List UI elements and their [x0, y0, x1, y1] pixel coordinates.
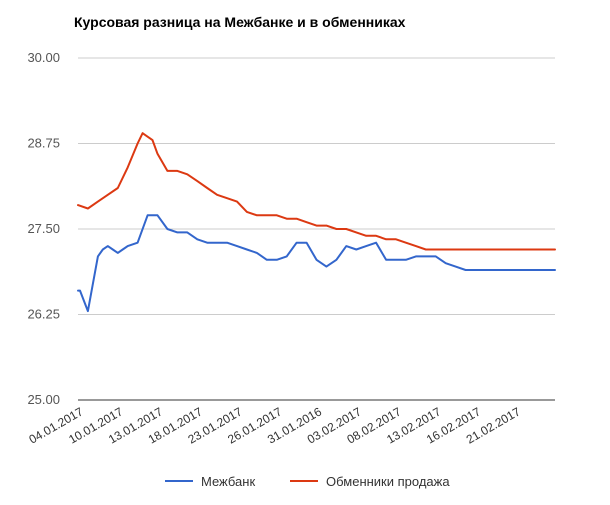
- series-lines: [77, 132, 556, 313]
- series-line-0: [77, 214, 556, 313]
- legend-label: Обменники продажа: [326, 474, 450, 489]
- y-axis-ticks: 30.00 28.75 27.50 26.25 25.00: [27, 50, 60, 407]
- y-tick-label: 28.75: [27, 136, 60, 151]
- x-axis-ticks: 04.01.201710.01.201713.01.201718.01.2017…: [26, 404, 523, 446]
- legend-label: Межбанк: [201, 474, 255, 489]
- gridlines: [78, 57, 555, 401]
- series-line-1: [77, 132, 556, 251]
- y-tick-label: 25.00: [27, 392, 60, 407]
- legend[interactable]: Межбанк Обменники продажа: [165, 474, 450, 489]
- y-tick-label: 30.00: [27, 50, 60, 65]
- chart-title: Курсовая разница на Межбанке и в обменни…: [74, 14, 406, 30]
- y-tick-label: 26.25: [27, 307, 60, 322]
- y-tick-label: 27.50: [27, 221, 60, 236]
